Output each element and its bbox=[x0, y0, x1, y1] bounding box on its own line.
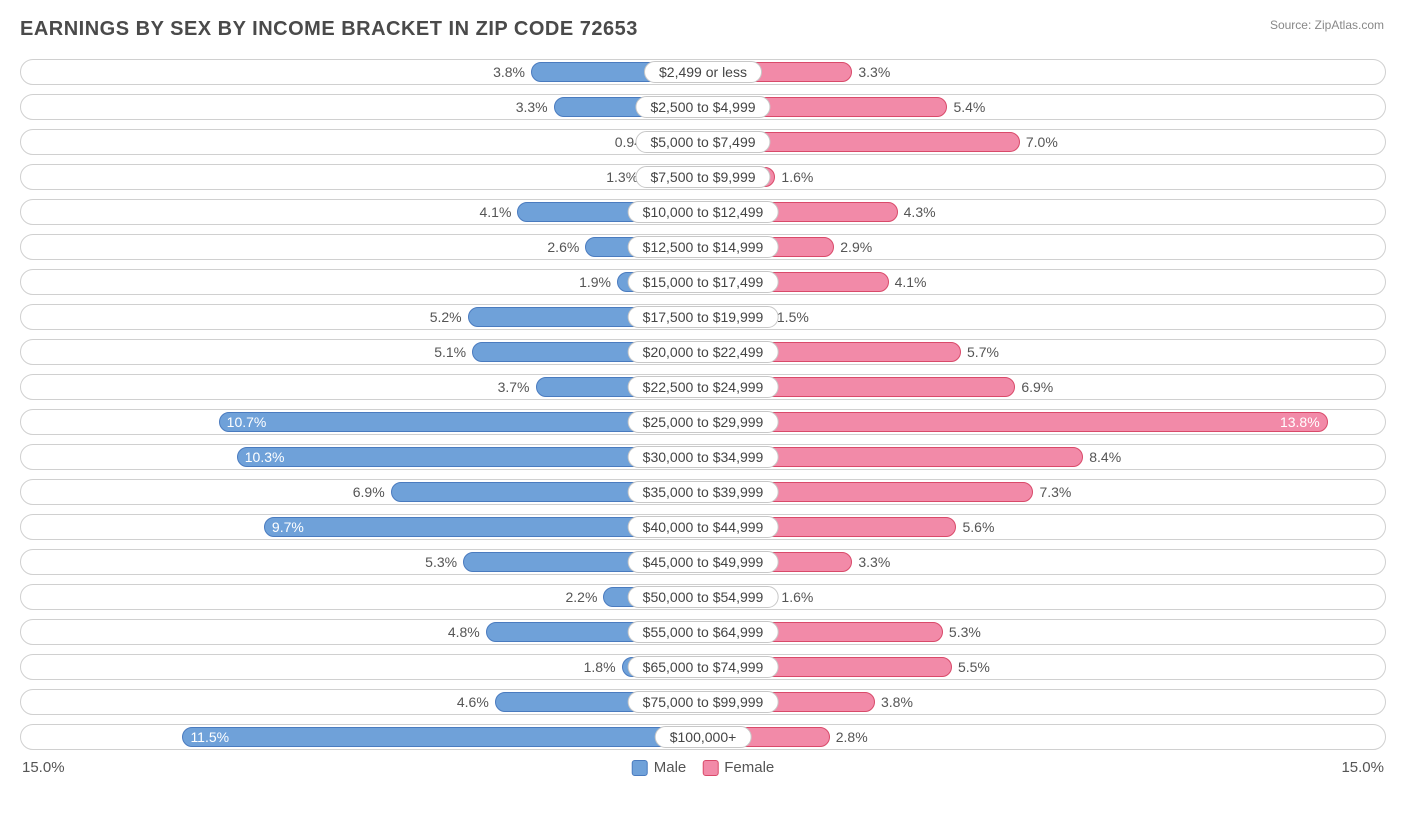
category-label: $2,499 or less bbox=[644, 61, 762, 83]
female-value-label: 6.9% bbox=[1015, 377, 1059, 397]
axis-max-right: 15.0% bbox=[1341, 759, 1384, 776]
chart-row: 1.9% 4.1% $15,000 to $17,499 bbox=[20, 269, 1386, 295]
legend-item-female: Female bbox=[702, 759, 774, 776]
category-label: $40,000 to $44,999 bbox=[628, 516, 779, 538]
chart-row: 5.1% 5.7% $20,000 to $22,499 bbox=[20, 339, 1386, 365]
category-label: $75,000 to $99,999 bbox=[628, 691, 779, 713]
female-value-label: 3.3% bbox=[852, 62, 896, 82]
chart-row: 5.3% 3.3% $45,000 to $49,999 bbox=[20, 549, 1386, 575]
male-value-label: 11.5% bbox=[182, 727, 703, 747]
category-label: $22,500 to $24,999 bbox=[628, 376, 779, 398]
chart-row: 5.2%1.5%$17,500 to $19,999 bbox=[20, 304, 1386, 330]
chart-row: 9.7%5.6%$40,000 to $44,999 bbox=[20, 514, 1386, 540]
chart-row: 4.1% 4.3% $10,000 to $12,499 bbox=[20, 199, 1386, 225]
chart-row: 1.3%1.6%$7,500 to $9,999 bbox=[20, 164, 1386, 190]
chart-row: 11.5% 2.8% $100,000+ bbox=[20, 724, 1386, 750]
category-label: $65,000 to $74,999 bbox=[628, 656, 779, 678]
category-label: $2,500 to $4,999 bbox=[635, 96, 770, 118]
chart-title: EARNINGS BY SEX BY INCOME BRACKET IN ZIP… bbox=[20, 18, 1386, 41]
female-value-label: 13.8% bbox=[703, 412, 1328, 432]
female-value-label: 4.3% bbox=[898, 202, 942, 222]
legend: Male Female bbox=[632, 759, 775, 776]
male-value-label: 4.1% bbox=[474, 202, 518, 222]
male-value-label: 1.9% bbox=[573, 272, 617, 292]
male-value-label: 3.7% bbox=[492, 377, 536, 397]
female-value-label: 3.8% bbox=[875, 692, 919, 712]
category-label: $50,000 to $54,999 bbox=[628, 586, 779, 608]
category-label: $5,000 to $7,499 bbox=[635, 131, 770, 153]
chart-row: 2.2% 1.6%$50,000 to $54,999 bbox=[20, 584, 1386, 610]
female-value-label: 5.7% bbox=[961, 342, 1005, 362]
female-value-label: 7.3% bbox=[1033, 482, 1077, 502]
legend-item-male: Male bbox=[632, 759, 687, 776]
category-label: $7,500 to $9,999 bbox=[635, 166, 770, 188]
female-value-label: 3.3% bbox=[852, 552, 896, 572]
male-value-label: 2.6% bbox=[541, 237, 585, 257]
chart-area: 3.8% 3.3% $2,499 or less 3.3% 5.4% $2,500 to … bbox=[20, 59, 1386, 750]
female-value-label: 5.3% bbox=[943, 622, 987, 642]
legend-male-label: Male bbox=[654, 759, 687, 776]
category-label: $100,000+ bbox=[655, 726, 752, 748]
category-label: $20,000 to $22,499 bbox=[628, 341, 779, 363]
chart-row: 3.7% 6.9% $22,500 to $24,999 bbox=[20, 374, 1386, 400]
chart-row: 10.7%13.8%$25,000 to $29,999 bbox=[20, 409, 1386, 435]
category-label: $25,000 to $29,999 bbox=[628, 411, 779, 433]
male-value-label: 3.8% bbox=[487, 62, 531, 82]
category-label: $12,500 to $14,999 bbox=[628, 236, 779, 258]
source-attribution: Source: ZipAtlas.com bbox=[1270, 18, 1384, 32]
category-label: $10,000 to $12,499 bbox=[628, 201, 779, 223]
female-value-label: 7.0% bbox=[1020, 132, 1064, 152]
chart-row: 4.8% 5.3% $55,000 to $64,999 bbox=[20, 619, 1386, 645]
category-label: $45,000 to $49,999 bbox=[628, 551, 779, 573]
male-value-label: 4.8% bbox=[442, 622, 486, 642]
female-value-label: 1.6% bbox=[775, 587, 819, 607]
female-value-label: 2.9% bbox=[834, 237, 878, 257]
chart-row: 0.94%7.0%$5,000 to $7,499 bbox=[20, 129, 1386, 155]
male-value-label: 6.9% bbox=[347, 482, 391, 502]
category-label: $55,000 to $64,999 bbox=[628, 621, 779, 643]
chart-row: 4.6% 3.8% $75,000 to $99,999 bbox=[20, 689, 1386, 715]
female-value-label: 2.8% bbox=[830, 727, 874, 747]
chart-footer: 15.0% Male Female 15.0% bbox=[20, 759, 1386, 783]
female-value-label: 5.5% bbox=[952, 657, 996, 677]
male-value-label: 4.6% bbox=[451, 692, 495, 712]
female-swatch-icon bbox=[702, 760, 718, 776]
category-label: $30,000 to $34,999 bbox=[628, 446, 779, 468]
legend-female-label: Female bbox=[724, 759, 774, 776]
chart-row: 3.3% 5.4% $2,500 to $4,999 bbox=[20, 94, 1386, 120]
axis-max-left: 15.0% bbox=[22, 759, 65, 776]
chart-row: 10.3%8.4%$30,000 to $34,999 bbox=[20, 444, 1386, 470]
category-label: $17,500 to $19,999 bbox=[628, 306, 779, 328]
category-label: $15,000 to $17,499 bbox=[628, 271, 779, 293]
chart-row: 3.8% 3.3% $2,499 or less bbox=[20, 59, 1386, 85]
female-value-label: 5.4% bbox=[947, 97, 991, 117]
chart-row: 1.8% 5.5% $65,000 to $74,999 bbox=[20, 654, 1386, 680]
male-value-label: 5.2% bbox=[424, 307, 468, 327]
chart-row: 2.6% 2.9% $12,500 to $14,999 bbox=[20, 234, 1386, 260]
female-value-label: 5.6% bbox=[956, 517, 1000, 537]
female-value-label: 1.6% bbox=[775, 167, 819, 187]
male-swatch-icon bbox=[632, 760, 648, 776]
male-value-label: 3.3% bbox=[510, 97, 554, 117]
male-value-label: 5.1% bbox=[428, 342, 472, 362]
category-label: $35,000 to $39,999 bbox=[628, 481, 779, 503]
male-value-label: 2.2% bbox=[560, 587, 604, 607]
chart-row: 6.9% 7.3% $35,000 to $39,999 bbox=[20, 479, 1386, 505]
male-value-label: 5.3% bbox=[419, 552, 463, 572]
male-value-label: 1.8% bbox=[578, 657, 622, 677]
female-value-label: 8.4% bbox=[1083, 447, 1127, 467]
female-value-label: 4.1% bbox=[889, 272, 933, 292]
